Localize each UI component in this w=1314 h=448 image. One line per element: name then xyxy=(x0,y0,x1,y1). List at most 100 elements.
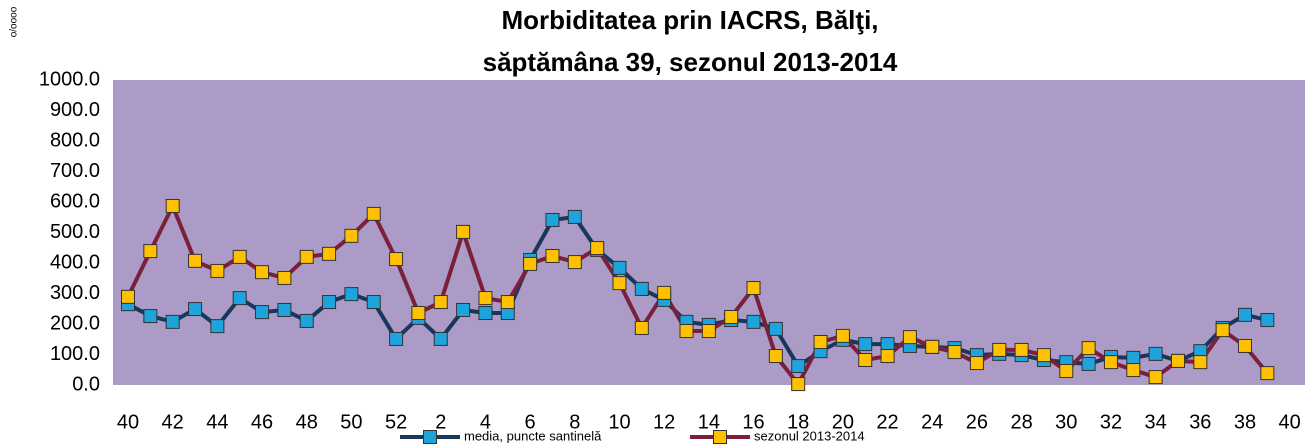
marker xyxy=(478,306,493,321)
marker xyxy=(902,330,917,345)
marker xyxy=(344,228,359,243)
marker xyxy=(210,319,225,334)
marker xyxy=(724,309,739,324)
marker xyxy=(880,349,895,364)
x-tick-label: 38 xyxy=(1234,411,1256,433)
marker xyxy=(858,337,873,352)
marker xyxy=(433,331,448,346)
marker xyxy=(188,253,203,268)
marker xyxy=(165,198,180,213)
marker xyxy=(456,302,471,317)
x-tick-label: 32 xyxy=(1100,411,1122,433)
legend-label: media, puncte santinelă xyxy=(464,428,602,443)
marker xyxy=(1014,342,1029,357)
x-tick-label: 6 xyxy=(525,411,536,433)
marker xyxy=(1148,346,1163,361)
y-tick-label: 0.0 xyxy=(72,373,100,395)
marker xyxy=(545,212,560,227)
x-tick-label: 26 xyxy=(966,411,988,433)
x-tick-label: 28 xyxy=(1010,411,1032,433)
marker xyxy=(634,320,649,335)
x-tick-label: 40 xyxy=(117,411,139,433)
marker xyxy=(567,209,582,224)
marker xyxy=(1260,313,1275,328)
marker xyxy=(366,206,381,221)
marker xyxy=(969,356,984,371)
marker xyxy=(143,309,158,324)
marker xyxy=(456,224,471,239)
marker xyxy=(1170,353,1185,368)
marker xyxy=(746,281,761,296)
marker xyxy=(523,256,538,271)
x-tick-label: 36 xyxy=(1189,411,1211,433)
marker xyxy=(344,287,359,302)
series-line xyxy=(126,203,1269,387)
x-tick-label: 42 xyxy=(162,411,184,433)
marker xyxy=(366,295,381,310)
marker xyxy=(1260,366,1275,381)
marker xyxy=(657,285,672,300)
x-tick-label: 22 xyxy=(876,411,898,433)
x-tick-label: 20 xyxy=(832,411,854,433)
plot-area xyxy=(113,80,1305,385)
marker xyxy=(210,263,225,278)
marker xyxy=(1238,307,1252,322)
marker xyxy=(322,246,337,261)
marker xyxy=(389,331,404,346)
legend-label: sezonul 2013-2014 xyxy=(754,428,865,443)
marker xyxy=(478,291,493,306)
y-tick-label: 700.0 xyxy=(50,160,100,182)
marker xyxy=(791,377,806,392)
marker xyxy=(1148,370,1163,385)
x-tick-label: 44 xyxy=(206,411,228,433)
marker xyxy=(880,337,895,352)
marker xyxy=(1215,323,1230,338)
marker xyxy=(322,295,337,310)
marker xyxy=(255,265,270,280)
marker xyxy=(925,339,940,354)
x-tick-label: 16 xyxy=(742,411,764,433)
chart-subtitle: săptămâna 39, sezonul 2013-2014 xyxy=(483,47,898,77)
marker xyxy=(299,313,314,328)
marker xyxy=(1238,338,1252,353)
marker xyxy=(768,321,783,336)
y-tick-label: 800.0 xyxy=(50,129,100,151)
x-tick-label: 46 xyxy=(251,411,273,433)
x-tick-label: 2 xyxy=(435,411,446,433)
marker xyxy=(992,342,1007,357)
marker xyxy=(121,289,135,304)
marker xyxy=(746,314,761,329)
marker xyxy=(165,314,180,329)
x-tick-label: 8 xyxy=(569,411,580,433)
marker xyxy=(791,359,806,374)
y-tick-label: 1000.0 xyxy=(39,68,100,90)
x-tick-label: 24 xyxy=(921,411,943,433)
x-tick-label: 40 xyxy=(1279,411,1301,433)
marker xyxy=(768,349,783,364)
y-tick-label: 300.0 xyxy=(50,282,100,304)
y-tick-label: 500.0 xyxy=(50,221,100,243)
marker xyxy=(1059,363,1074,378)
marker xyxy=(612,276,627,291)
legend-marker xyxy=(713,430,727,444)
chart-title: Morbiditatea prin IACRS, Bălţi, xyxy=(501,5,878,35)
marker xyxy=(1193,355,1208,370)
marker xyxy=(679,324,694,339)
x-tick-label: 14 xyxy=(698,411,720,433)
marker xyxy=(835,328,850,343)
series-line xyxy=(127,214,1268,369)
x-tick-label: 4 xyxy=(480,411,491,433)
marker xyxy=(612,260,627,275)
y-tick-label: 400.0 xyxy=(50,251,100,273)
marker xyxy=(389,252,404,267)
y-tick-label: 100.0 xyxy=(50,343,100,365)
marker xyxy=(232,249,247,264)
marker xyxy=(299,249,314,264)
marker xyxy=(411,306,426,321)
y-tick-label: 200.0 xyxy=(50,312,100,334)
marker xyxy=(277,302,292,317)
x-tick-label: 18 xyxy=(787,411,809,433)
y-tick-label: 600.0 xyxy=(50,190,100,212)
legend-marker xyxy=(423,430,437,444)
marker xyxy=(567,255,582,270)
